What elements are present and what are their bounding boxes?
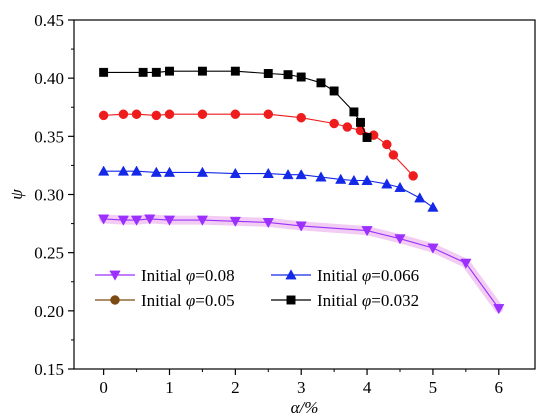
data-point <box>282 169 294 180</box>
data-point <box>118 109 129 119</box>
y-tick-label: 0.45 <box>34 11 64 30</box>
data-point <box>283 70 293 80</box>
data-point <box>394 234 406 245</box>
data-point <box>229 216 241 227</box>
data-point <box>296 72 306 82</box>
data-point <box>262 167 274 178</box>
y-tick-label: 0.35 <box>34 127 64 146</box>
data-point <box>316 78 326 88</box>
data-point <box>151 67 161 77</box>
data-point <box>144 214 156 225</box>
data-point <box>197 66 207 76</box>
y-tick-label: 0.40 <box>34 69 64 88</box>
data-point <box>295 221 307 232</box>
data-point <box>296 112 306 123</box>
x-tick-label: 0 <box>99 378 108 397</box>
data-point <box>165 66 174 76</box>
data-point <box>329 118 339 129</box>
legend-label: Initial φ=0.05 <box>141 291 235 310</box>
series-layer <box>98 66 505 315</box>
data-point <box>335 173 347 184</box>
y-tick-label: 0.25 <box>34 244 64 263</box>
data-point <box>163 166 176 177</box>
data-point <box>117 165 130 176</box>
data-point <box>230 109 241 119</box>
data-point <box>262 218 274 229</box>
data-point <box>427 201 439 212</box>
data-point <box>196 215 209 226</box>
data-point <box>362 133 372 142</box>
series-line <box>103 113 414 177</box>
legend-swatch-marker <box>109 270 121 281</box>
data-point <box>230 66 240 76</box>
data-point <box>117 215 130 226</box>
data-point <box>427 243 439 254</box>
data-point <box>263 109 274 119</box>
data-point <box>361 226 373 237</box>
legend-swatch-marker <box>285 269 297 280</box>
data-point <box>98 165 110 176</box>
data-point <box>342 122 353 132</box>
x-tick-label: 2 <box>231 378 240 397</box>
data-point <box>150 166 162 177</box>
y-axis-title: ψ <box>7 189 26 200</box>
y-tick-label: 0.30 <box>34 186 64 205</box>
y-tick-label: 0.20 <box>34 302 64 321</box>
data-point <box>394 181 406 192</box>
data-point <box>151 110 162 121</box>
data-point <box>263 69 273 78</box>
data-point <box>349 107 359 117</box>
data-point <box>356 117 365 127</box>
data-point <box>388 150 399 160</box>
legend-label: Initial φ=0.066 <box>317 266 419 285</box>
series-line <box>103 70 368 138</box>
x-axis-title: α/% <box>291 398 319 417</box>
data-point <box>131 109 142 119</box>
data-point <box>163 215 176 226</box>
data-point <box>348 174 360 185</box>
legend-swatch-marker <box>110 295 120 305</box>
data-point <box>381 178 393 189</box>
x-tick-label: 3 <box>297 378 306 397</box>
data-point <box>361 174 373 185</box>
data-point <box>329 86 339 96</box>
data-point <box>130 165 143 176</box>
data-point <box>98 214 110 225</box>
data-point <box>197 109 208 119</box>
data-point <box>196 166 209 177</box>
legend: Initial φ=0.08 Initial φ=0.066 Initial φ=0… <box>95 266 419 310</box>
data-point <box>295 169 307 180</box>
x-tick-label: 4 <box>363 378 372 397</box>
ticks-layer: 0 1 2 3 4 5 6 0.15 0.20 0.25 0.30 0.35 0.40 0.45 <box>34 11 503 397</box>
data-point <box>493 304 505 315</box>
data-point <box>460 258 472 269</box>
x-tick-label: 1 <box>165 378 174 397</box>
data-point <box>164 109 175 119</box>
data-point <box>315 171 327 182</box>
x-tick-label: 6 <box>495 378 504 397</box>
data-point <box>99 67 109 77</box>
data-point <box>138 67 148 77</box>
data-point <box>130 215 143 226</box>
y-tick-label: 0.15 <box>34 360 64 379</box>
data-point <box>229 167 241 178</box>
data-point <box>408 171 418 181</box>
data-point <box>98 110 109 121</box>
x-tick-label: 5 <box>429 378 438 397</box>
legend-label: Initial φ=0.08 <box>141 266 235 285</box>
data-point <box>414 192 426 203</box>
legend-swatch-marker <box>286 295 296 305</box>
data-point <box>382 139 392 150</box>
legend-label: Initial φ=0.032 <box>317 291 419 310</box>
